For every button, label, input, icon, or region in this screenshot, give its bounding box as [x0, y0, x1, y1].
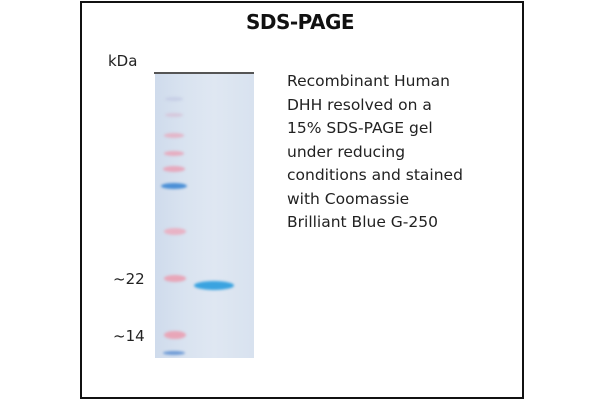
marker-label-22: ~22 [113, 270, 145, 288]
ladder-band-22 [164, 275, 186, 282]
ladder-band [163, 166, 185, 172]
gel-top-edge [154, 72, 254, 74]
ladder-band [164, 151, 184, 156]
ladder-band [165, 113, 183, 117]
figure-frame [80, 1, 524, 399]
ladder-band [161, 183, 187, 189]
unit-label: kDa [108, 52, 138, 70]
gel-image [155, 73, 254, 358]
ladder-band [164, 133, 184, 138]
figure-title: SDS-PAGE [245, 10, 355, 34]
ladder-band-14 [164, 331, 186, 339]
ladder-band [163, 351, 185, 355]
figure-caption: Recombinant Human DHH resolved on a 15% … [287, 72, 463, 231]
ladder-band [165, 97, 183, 101]
marker-label-14: ~14 [113, 327, 145, 345]
ladder-band [164, 228, 186, 235]
sample-band [194, 281, 234, 290]
